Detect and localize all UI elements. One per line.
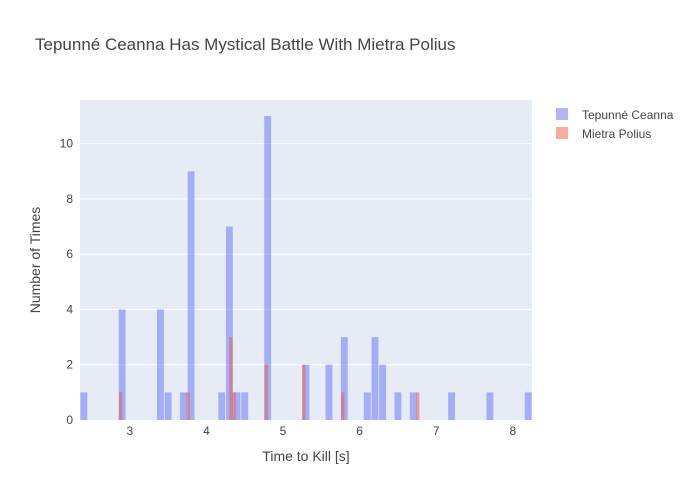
y-tick-label: 6 xyxy=(66,247,73,261)
legend-label-tepunne: Tepunné Ceanna xyxy=(582,108,674,122)
x-axis-title: Time to Kill [s] xyxy=(262,448,349,464)
histogram-bar[interactable] xyxy=(225,226,233,420)
histogram-bar[interactable] xyxy=(218,392,226,420)
x-tick-label: 8 xyxy=(510,424,517,438)
histogram-bar[interactable] xyxy=(409,392,417,420)
histogram-bar[interactable] xyxy=(186,392,190,420)
y-tick-label: 10 xyxy=(60,137,74,151)
histogram-bar[interactable] xyxy=(179,392,187,420)
legend-swatch-tepunne xyxy=(556,108,568,120)
x-tick-label: 6 xyxy=(356,424,363,438)
histogram-bar[interactable] xyxy=(264,364,268,420)
histogram-bar[interactable] xyxy=(118,392,123,420)
y-tick-label: 0 xyxy=(66,413,73,427)
chart-title: Tepunné Ceanna Has Mystical Battle With … xyxy=(35,35,455,54)
x-tick-label: 3 xyxy=(126,424,133,438)
histogram-bar[interactable] xyxy=(341,392,345,420)
histogram-bar[interactable] xyxy=(241,392,249,420)
histogram-bar[interactable] xyxy=(164,392,172,420)
legend-label-mietra: Mietra Polius xyxy=(582,127,651,141)
legend-swatch-mietra xyxy=(556,127,568,139)
y-axis-title: Number of Times xyxy=(27,207,43,314)
histogram-bar[interactable] xyxy=(448,392,455,420)
y-tick-label: 4 xyxy=(66,302,73,316)
x-tick-label: 7 xyxy=(433,424,440,438)
histogram-bar[interactable] xyxy=(302,364,310,420)
histogram-bar[interactable] xyxy=(371,337,379,420)
histogram-bar[interactable] xyxy=(233,392,241,420)
histogram-bar[interactable] xyxy=(187,171,195,420)
y-axis-ticks: 0 2 4 6 8 10 xyxy=(60,137,74,427)
bars-layer xyxy=(80,116,532,420)
x-axis-ticks: 3 4 5 6 7 8 xyxy=(126,424,516,438)
histogram-bar[interactable] xyxy=(232,392,236,420)
x-tick-label: 5 xyxy=(280,424,287,438)
histogram-bar[interactable] xyxy=(118,309,126,420)
histogram-bar[interactable] xyxy=(524,392,532,420)
histogram-bar[interactable] xyxy=(363,392,371,420)
x-tick-label: 4 xyxy=(203,424,210,438)
histogram-bar[interactable] xyxy=(416,392,420,420)
histogram-bar[interactable] xyxy=(302,364,306,420)
histogram-bar[interactable] xyxy=(80,392,88,420)
legend-item-tepunne[interactable]: Tepunné Ceanna xyxy=(556,108,674,122)
legend-item-mietra[interactable]: Mietra Polius xyxy=(556,127,651,141)
y-tick-label: 2 xyxy=(66,358,73,372)
y-tick-label: 8 xyxy=(66,192,73,206)
histogram-bar[interactable] xyxy=(325,364,333,420)
legend: Tepunné Ceanna Mietra Polius xyxy=(556,108,674,141)
histogram-bar[interactable] xyxy=(340,337,348,420)
histogram-bar[interactable] xyxy=(157,309,164,420)
histogram-bar[interactable] xyxy=(229,337,233,420)
histogram-bar[interactable] xyxy=(379,364,387,420)
histogram-bar[interactable] xyxy=(264,116,272,420)
histogram-bar[interactable] xyxy=(394,392,402,420)
histogram-bar[interactable] xyxy=(486,392,494,420)
